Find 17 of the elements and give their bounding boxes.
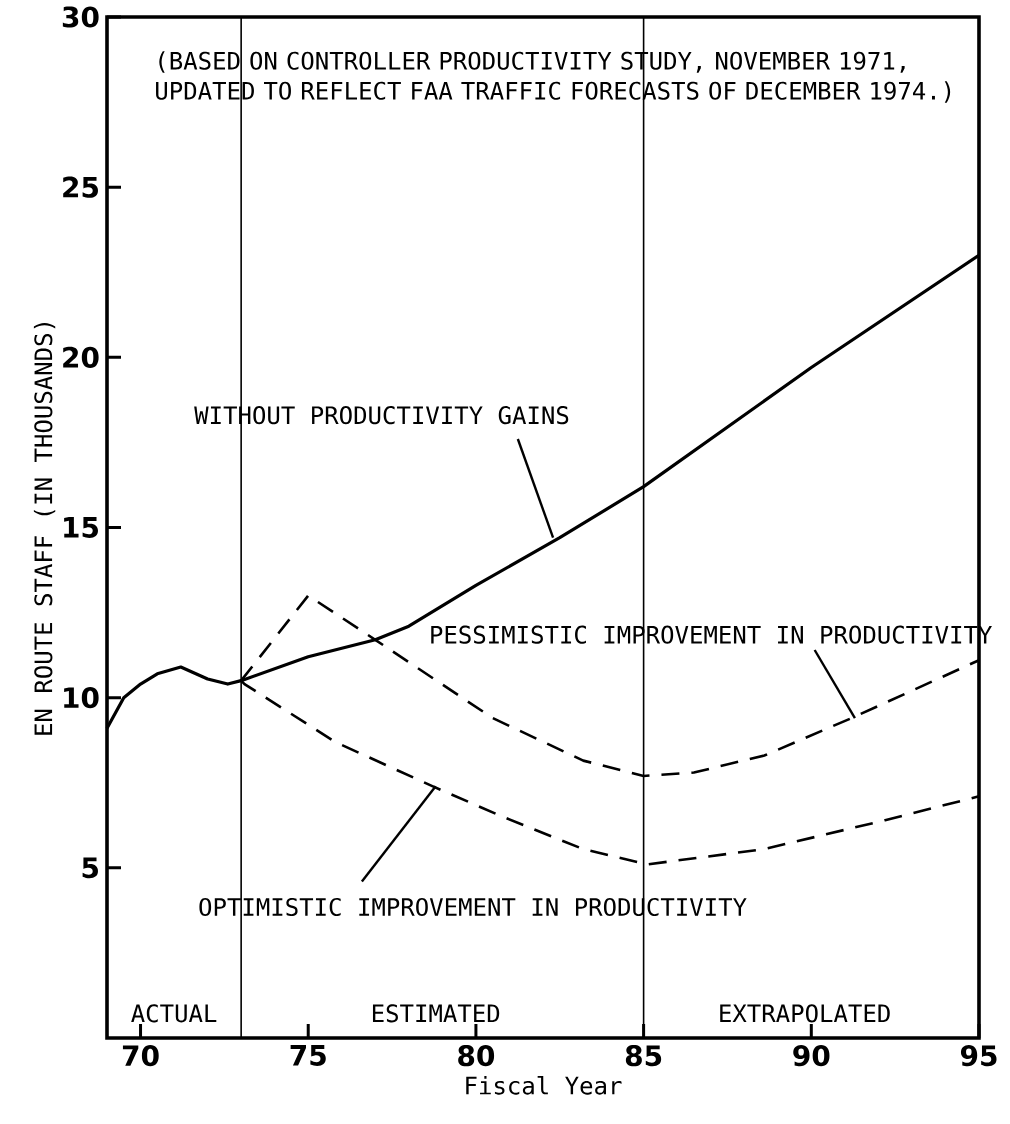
- x-tick-label: 80: [458, 1045, 495, 1067]
- y-tick-label: 20: [63, 346, 99, 368]
- y-tick-label: 25: [63, 176, 98, 198]
- y-axis-title: EN ROUTE STAFF (IN THOUSANDS): [33, 323, 56, 735]
- y-tick-label: 15: [64, 517, 98, 538]
- y-tick-label: 10: [64, 687, 99, 709]
- x-tick-label: 70: [122, 1045, 159, 1067]
- y-tick-label: 5: [82, 857, 98, 879]
- x-tick-label: 85: [625, 1045, 662, 1067]
- annotation: ESTIMATED: [372, 1004, 500, 1023]
- x-tick-label: 90: [793, 1045, 830, 1067]
- x-axis-title: Fiscal Year: [466, 1075, 622, 1095]
- x-tick-label: 95: [960, 1045, 997, 1067]
- x-tick-label: 75: [290, 1045, 326, 1066]
- annotation: ACTUAL: [131, 1004, 217, 1023]
- annotation: EXTRAPOLATED: [720, 1004, 890, 1023]
- y-tick-label: 30: [62, 6, 99, 28]
